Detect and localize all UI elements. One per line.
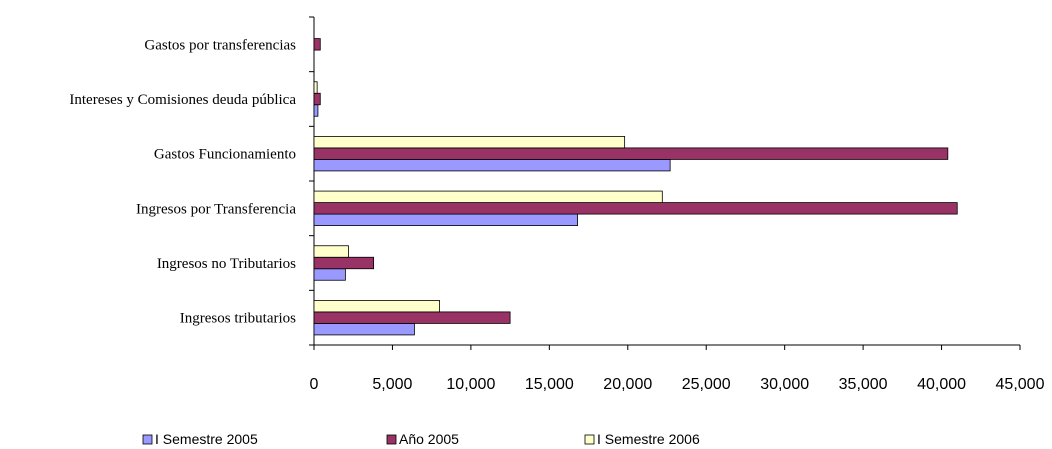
chart-bars	[313, 38, 958, 336]
legend-label: I Semestre 2005	[155, 431, 258, 447]
category-label: Gastos por transferencias	[144, 37, 296, 53]
category-labels: Ingresos tributarios Ingresos no Tributar…	[69, 37, 296, 326]
legend-swatch	[142, 434, 153, 445]
category-label: Ingresos por Transferencia	[136, 201, 296, 217]
bar-1-5	[313, 38, 321, 51]
category-label: Ingresos no Tributarios	[157, 256, 296, 272]
chart-axes	[309, 16, 1021, 350]
chart-legend: I Semestre 2005 Año 2005 I Semestre 2006	[142, 431, 700, 447]
x-tick-label: 20,000	[603, 376, 652, 393]
legend-item-1: Año 2005	[386, 431, 459, 447]
bar-1-3	[313, 147, 949, 160]
bar-1-1	[313, 256, 375, 270]
bar-1-0	[313, 311, 511, 324]
x-tick-label: 40,000	[917, 376, 966, 393]
legend-item-2: I Semestre 2006	[584, 431, 700, 447]
legend-label: I Semestre 2006	[597, 431, 700, 447]
x-tick-label: 15,000	[525, 376, 574, 393]
bar-2-4	[313, 81, 318, 94]
bar-0-1	[313, 268, 346, 281]
x-tick-label: 10,000	[446, 376, 495, 393]
bar-1-2	[313, 202, 958, 215]
legend-label: Año 2005	[399, 431, 459, 447]
category-label: Gastos Funcionamiento	[154, 147, 296, 163]
bar-2-2	[313, 190, 663, 203]
category-label: Intereses y Comisiones deuda pública	[69, 92, 296, 108]
bar-0-0	[313, 323, 415, 336]
legend-swatch	[584, 434, 595, 445]
bar-0-2	[313, 213, 578, 226]
bar-0-3	[313, 159, 671, 172]
category-label: Ingresos tributarios	[180, 311, 296, 327]
x-tick-labels: 0 5,000 10,000 15,000 20,000 25,000 30,000 35,0…	[310, 376, 1045, 393]
x-tick-label: 35,000	[839, 376, 888, 393]
bar-2-0	[313, 300, 440, 313]
bar-1-4	[313, 92, 321, 106]
legend-swatch	[386, 434, 397, 445]
x-tick-label: 45,000	[996, 376, 1045, 393]
x-tick-label: 30,000	[760, 376, 809, 393]
x-tick-label: 0	[310, 376, 319, 393]
x-tick-label: 5,000	[372, 376, 412, 393]
x-tick-label: 25,000	[682, 376, 731, 393]
bar-2-3	[313, 136, 626, 149]
legend-item-0: I Semestre 2005	[142, 431, 258, 447]
bar-2-1	[313, 245, 349, 258]
bar-0-4	[313, 104, 319, 117]
